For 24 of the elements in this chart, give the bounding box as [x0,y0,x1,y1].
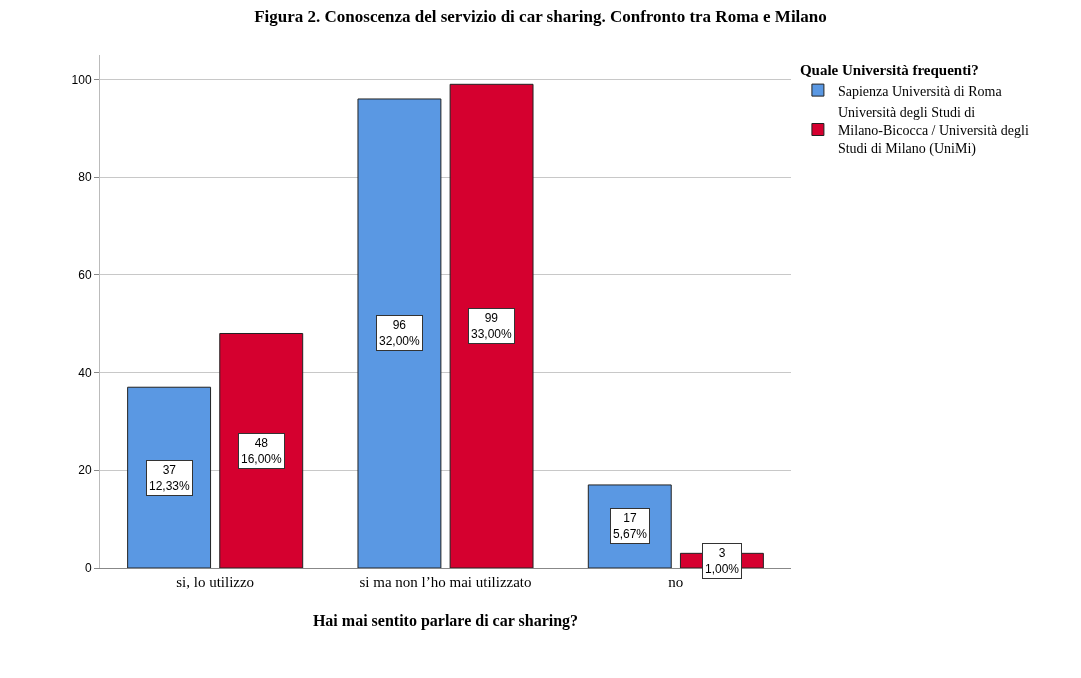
data-label: 37 12,33% [149,463,191,493]
data-label: 17 5,67% [613,511,648,541]
bar [357,98,442,568]
y-tick-label: 40 [78,365,92,380]
data-label: 3 1,00% [705,546,740,576]
y-tick-label: 100 [71,72,92,87]
legend-label: Sapienza Università di Roma [837,83,1003,99]
data-label: 99 33,00% [471,311,513,341]
x-tick-label: si, lo utilizzo [176,574,255,590]
bar [449,83,534,568]
data-label: 96 32,00% [379,318,421,348]
x-tick-label: si ma non l’ho mai utilizzato [359,574,532,590]
x-tick-label: no [668,574,684,590]
y-tick-label: 20 [78,463,92,478]
bar [219,332,304,568]
y-tick-label: 0 [84,561,92,576]
x-axis-title: Hai mai sentito parlare di car sharing? [312,611,579,630]
y-tick-label: 60 [78,268,92,283]
legend-label: Università degli Studi di Milano-Bicocca / Università degli Studi di Milano (UniMi) [837,104,1029,158]
legend-title: Quale Università frequenti? [799,61,979,78]
y-tick-label: 80 [78,170,92,185]
chart-title: Figura 2. Conoscenza del servizio di car sharing. Confronto tra Roma e Milano [254,7,827,27]
data-label: 48 16,00% [241,436,283,466]
bar [127,386,212,568]
